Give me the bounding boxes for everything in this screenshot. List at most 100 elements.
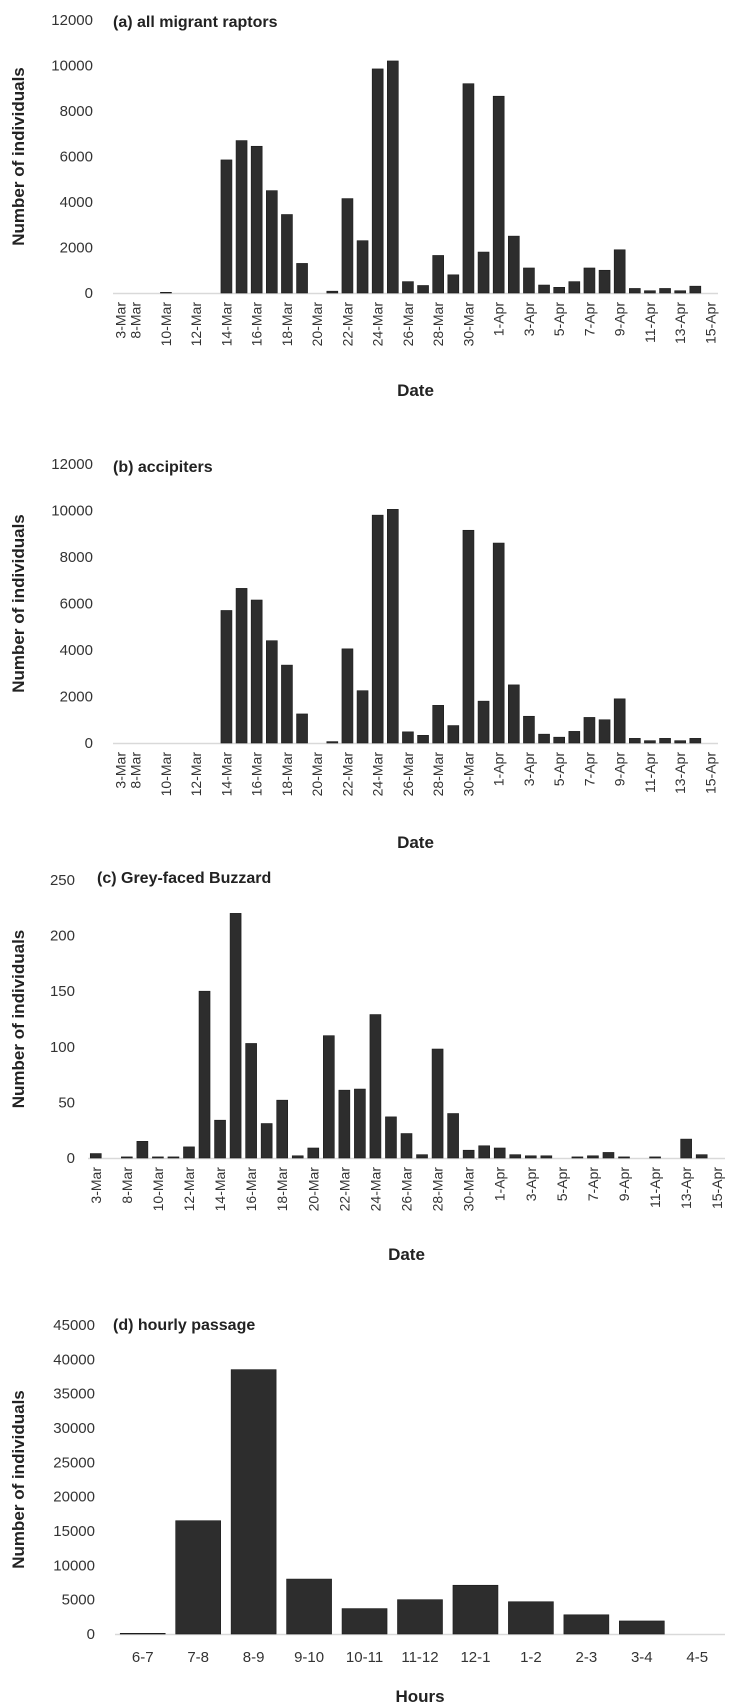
x-tick-label: 22-Mar — [336, 1167, 352, 1212]
x-tick-label: 28-Mar — [430, 302, 446, 347]
y-tick-label: 0 — [67, 1150, 75, 1167]
x-tick-label: 12-1 — [460, 1649, 490, 1666]
bar-2-3 — [563, 1614, 610, 1635]
bar-3-Apr — [523, 267, 535, 294]
x-tick-label: 11-12 — [401, 1649, 438, 1666]
bar-30-Mar — [462, 529, 475, 744]
x-tick-label: 26-Mar — [400, 302, 416, 347]
bar-8-Apr — [587, 1155, 599, 1159]
x-tick-label: 14-Mar — [218, 302, 234, 347]
x-tick-label: 4-5 — [686, 1649, 708, 1666]
bar-22-Mar — [323, 1035, 335, 1159]
y-tick-label: 250 — [50, 872, 75, 889]
x-tick-label: 18-Mar — [279, 752, 295, 797]
bar-16-Mar — [250, 145, 263, 294]
y-tick-label: 4000 — [60, 642, 93, 659]
y-tick-label: 30000 — [53, 1420, 95, 1437]
bar-5-Apr — [553, 287, 565, 294]
y-axis-label: Number of individuals — [9, 514, 28, 693]
bar-1-Apr — [492, 542, 505, 744]
bar-15-Mar — [235, 140, 248, 294]
x-tick-label: 8-9 — [243, 1649, 265, 1666]
bar-13-Mar — [183, 1146, 195, 1159]
y-tick-label: 200 — [50, 928, 75, 945]
y-tick-label: 6000 — [60, 149, 93, 166]
panel-title: (b) accipiters — [113, 459, 213, 476]
x-tick-label: 3-Mar — [113, 752, 129, 789]
y-tick-label: 0 — [87, 1626, 95, 1643]
bar-11-Apr — [644, 290, 656, 294]
bar-11-Apr — [644, 740, 656, 744]
bar-25-Mar — [387, 60, 399, 294]
bar-8-9 — [230, 1369, 277, 1635]
bar-26-Mar — [385, 1116, 397, 1159]
bar-14-Mar — [220, 159, 233, 294]
bar-5-Apr — [553, 736, 565, 744]
y-tick-label: 15000 — [53, 1523, 95, 1540]
bar-13-Apr — [674, 290, 686, 294]
bar-16-Mar — [229, 913, 242, 1159]
x-tick-label: 1-Apr — [492, 1167, 508, 1202]
bar-10-Apr — [629, 738, 641, 744]
bar-7-8 — [175, 1520, 221, 1635]
x-tick-label: 5-Apr — [551, 302, 567, 337]
bar-28-Mar — [416, 1154, 428, 1159]
x-tick-label: 7-8 — [187, 1649, 209, 1666]
x-tick-label: 3-Mar — [88, 1167, 104, 1204]
x-tick-label: 13-Apr — [672, 302, 688, 344]
bar-14-Mar — [220, 610, 233, 744]
bar-17-Mar — [245, 1043, 257, 1159]
bar-9-Apr — [613, 698, 626, 744]
y-tick-label: 4000 — [60, 194, 93, 211]
x-tick-label: 30-Mar — [460, 302, 476, 347]
x-tick-label: 14-Mar — [218, 752, 234, 797]
bar-28-Mar — [432, 705, 444, 744]
bar-3-Apr — [509, 1154, 522, 1159]
y-tick-label: 50 — [58, 1094, 75, 1111]
bar-25-Mar — [387, 509, 399, 744]
bar-9-10 — [286, 1578, 332, 1635]
x-tick-label: 9-10 — [294, 1649, 324, 1666]
bar-4-Apr — [524, 1155, 537, 1159]
panel-a: (a) all migrant raptors 0 2000 4000 6000 8000… — [9, 12, 718, 400]
y-tick-label: 20000 — [53, 1489, 95, 1506]
bar-19-Mar — [296, 713, 308, 744]
bar-23-Mar — [338, 1089, 351, 1159]
x-tick-label: 9-Apr — [616, 1167, 632, 1202]
x-tick-label: 22-Mar — [339, 752, 355, 797]
x-tick-label: 7-Apr — [581, 302, 597, 337]
x-tick-label: 3-Apr — [521, 752, 537, 787]
bar-23-Mar — [356, 240, 369, 294]
bar-12-Apr — [659, 738, 671, 744]
x-tick-label: 15-Apr — [702, 752, 718, 794]
bar-24-Mar — [371, 514, 384, 744]
x-tick-label: 3-Apr — [523, 1167, 539, 1202]
bar-22-Mar — [341, 648, 354, 744]
bar-14-Mar — [198, 990, 211, 1159]
x-tick-label: 24-Mar — [367, 1167, 383, 1212]
x-tick-label: 8-Mar — [119, 1167, 135, 1204]
bar-1-Apr — [478, 1145, 490, 1159]
bar-29-Mar — [447, 725, 460, 744]
x-tick-label: 5-Apr — [551, 752, 567, 787]
y-tick-label: 8000 — [60, 103, 93, 120]
y-tick-label: 6000 — [60, 596, 93, 613]
bar-30-Mar — [447, 1113, 459, 1159]
x-tick-label: 2-3 — [576, 1649, 598, 1666]
panel-d: (d) hourly passage 0 5000 10000 15000 20000 25… — [9, 1317, 725, 1706]
x-tick-label: 12-Mar — [188, 302, 204, 347]
x-tick-label: 30-Mar — [460, 752, 476, 797]
y-tick-label: 0 — [85, 285, 93, 302]
x-tick-label: 1-2 — [520, 1649, 542, 1666]
y-tick-label: 0 — [85, 735, 93, 752]
x-tick-label: 18-Mar — [274, 1167, 290, 1212]
bar-6-7 — [119, 1633, 166, 1635]
y-tick-label: 10000 — [51, 503, 93, 520]
bar-10-11 — [341, 1608, 388, 1635]
bar-26-Mar — [402, 731, 414, 744]
bar-11-Mar — [152, 1156, 164, 1159]
bar-14-Apr — [689, 285, 702, 294]
bar-7-Apr — [583, 267, 596, 294]
bar-16-Mar — [250, 599, 263, 744]
bar-9-Apr — [613, 249, 626, 294]
